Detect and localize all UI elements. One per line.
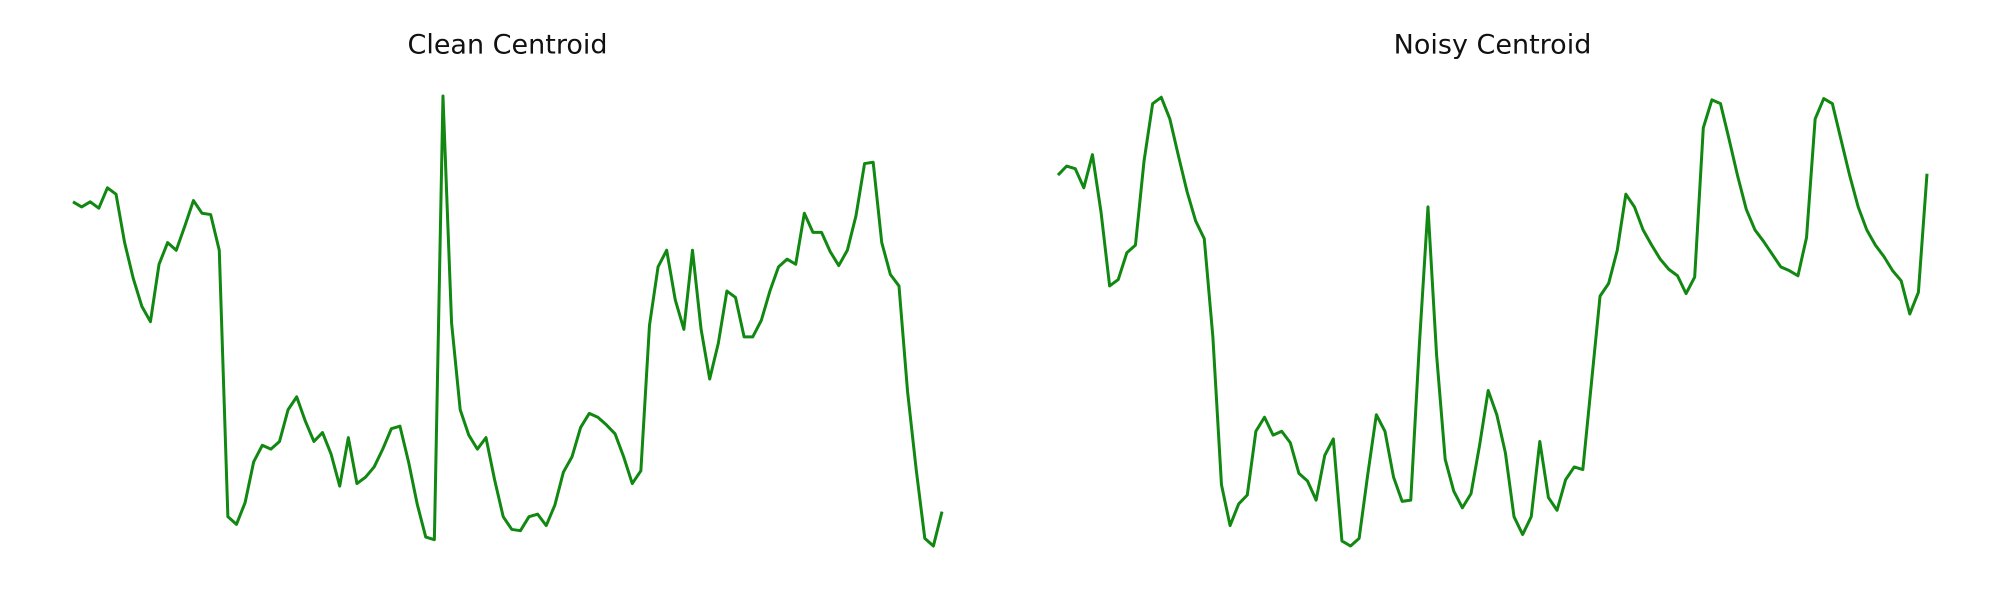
chart-title: Clean Centroid xyxy=(407,30,607,61)
data-line xyxy=(72,94,944,548)
chart-title: Noisy Centroid xyxy=(1394,30,1592,61)
data-line xyxy=(1056,95,1929,548)
